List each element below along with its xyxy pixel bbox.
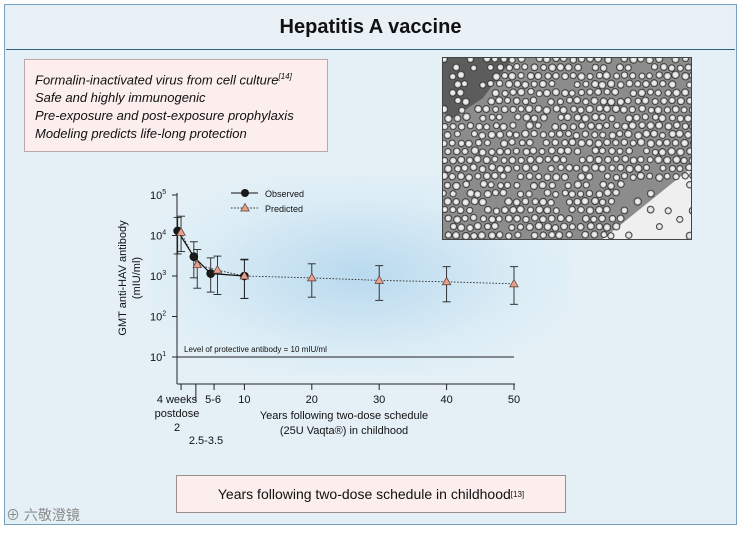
caption-ref: [13] <box>511 490 524 499</box>
y-tick-exponent: 2 <box>162 311 166 318</box>
x-special-label-weeks: 4 weeks <box>157 394 198 406</box>
y-axis-label-line: GMT anti-HAV antibody <box>117 220 129 336</box>
x-special-label-2-5: 2.5-3.5 <box>189 435 223 447</box>
x-tick-label: 50 <box>508 394 520 406</box>
x-axis-label: Years following two-dose schedule <box>260 410 428 422</box>
observed-point <box>190 253 198 261</box>
y-tick-exponent: 5 <box>162 189 166 196</box>
y-tick-label: 103 <box>150 270 166 283</box>
caption-text: Years following two-dose schedule in chi… <box>218 486 511 502</box>
watermark-text: ⁠⊕ 六敬澄镜 <box>6 505 80 525</box>
predicted-series-line <box>181 232 514 283</box>
x-tick-label: 10 <box>238 394 250 406</box>
caption-box: Years following two-dose schedule in chi… <box>176 475 566 513</box>
predicted-point <box>213 266 221 274</box>
x-special-label-5-6: 5-6 <box>205 394 221 406</box>
legend-predicted-label: Predicted <box>265 204 303 214</box>
legend-observed-label: Observed <box>265 189 304 199</box>
x-axis-label: (25U Vaqta®) in childhood <box>280 425 408 437</box>
x-tick-label: 40 <box>440 394 452 406</box>
legend-predicted-marker <box>241 204 249 212</box>
observed-point <box>207 270 215 278</box>
y-tick-label: 104 <box>150 230 166 243</box>
x-tick-label: 30 <box>373 394 385 406</box>
predicted-point <box>375 276 383 284</box>
legend-observed-marker <box>241 189 249 197</box>
y-tick-exponent: 1 <box>162 351 166 358</box>
y-axis-label: GMT anti-HAV antibody(mIU/ml) <box>117 220 143 336</box>
protective-level-label: Level of protective antibody = 10 mIU/ml <box>184 345 327 354</box>
y-tick-label: 105 <box>150 189 166 202</box>
x-special-label-weeks: postdose <box>155 408 200 420</box>
y-tick-label: 101 <box>150 351 166 364</box>
y-tick-exponent: 3 <box>162 270 166 277</box>
predicted-point <box>308 273 316 281</box>
predicted-point <box>510 279 518 287</box>
y-tick-label: 102 <box>150 311 166 324</box>
x-tick-label: 20 <box>306 394 318 406</box>
y-tick-exponent: 4 <box>162 230 166 237</box>
x-special-label-weeks: 2 <box>174 422 180 434</box>
y-axis-label-line: (mIU/ml) <box>131 257 143 299</box>
predicted-point <box>442 277 450 285</box>
